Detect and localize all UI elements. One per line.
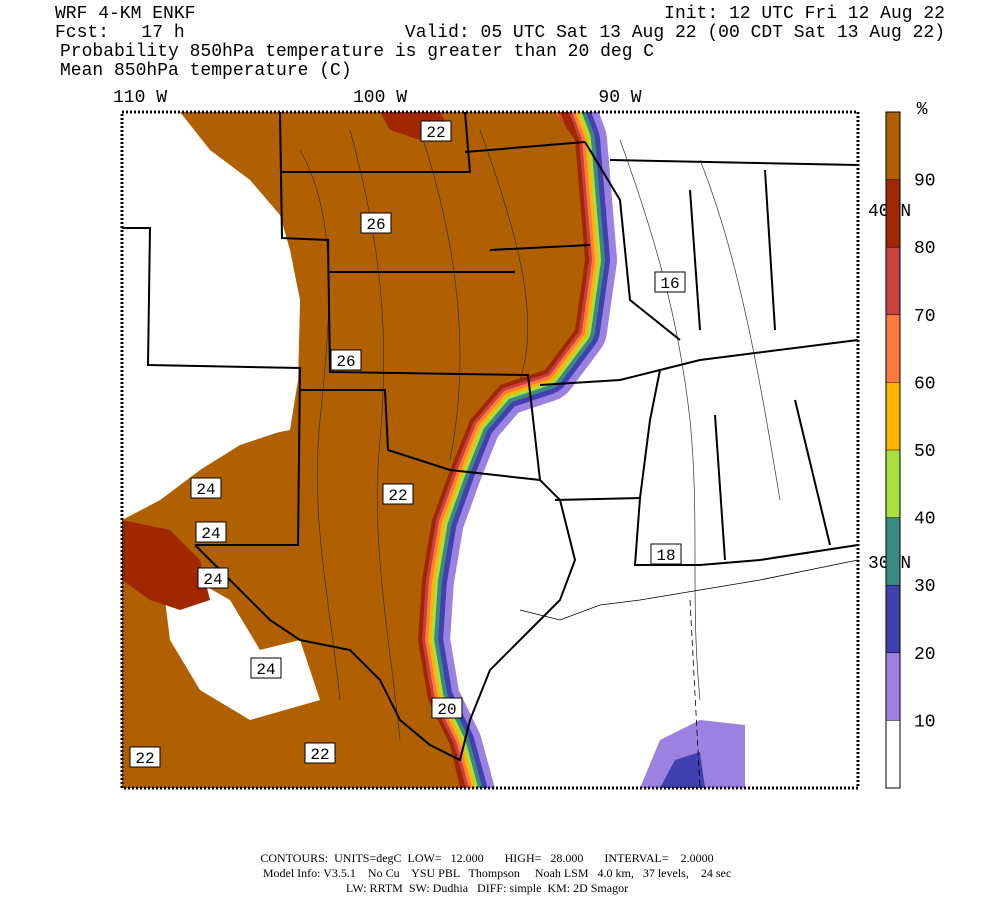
colorbar-bin [886,247,900,315]
colorbar-tick-label: 10 [914,712,936,732]
valid-time: Valid: 05 UTC Sat 13 Aug 22 (00 CDT Sat … [405,23,945,43]
map-frame [120,110,860,790]
colorbar-tick-label: 90 [914,172,936,192]
footer-contours: CONTOURS: UNITS=degC LOW= 12.000 HIGH= 2… [260,851,713,865]
contour-label: 24 [196,481,215,499]
colorbar: % 10 20 30 40 50 60 70 80 90 [885,100,936,789]
colorbar-tick-label: 50 [914,442,936,462]
forecast-hour: Fcst: 17 h [55,23,185,43]
contour-label: 20 [437,701,456,719]
footer-physics: LW: RRTM SW: Dudhia DIFF: simple KM: 2D … [346,881,628,895]
borders [122,112,858,788]
shaded-field: Probability 850hPa temperature is greate… [60,42,654,62]
contour-label: 22 [310,746,329,764]
colorbar-bin [886,517,900,586]
contour-label: 22 [388,487,407,505]
contour-label: 18 [656,547,675,565]
init-time: Init: 12 UTC Fri 12 Aug 22 [664,4,945,24]
contour-label: 22 [426,124,445,142]
colorbar-bin [886,585,900,653]
contour-label: 16 [660,275,679,293]
colorbar-tick-label: 60 [914,374,936,394]
map: 22 26 26 22 24 24 24 24 20 22 16 18 22 [122,112,858,788]
colorbar-bin [886,179,900,248]
gulf-patch [640,720,745,788]
colorbar-tick-label: 30 [914,577,936,597]
contour-labels: 22 26 26 22 24 24 24 24 20 22 16 18 22 [129,120,686,768]
contour-label: 26 [336,353,355,371]
colorbar-bin [886,450,900,518]
footer: CONTOURS: UNITS=degC LOW= 12.000 HIGH= 2… [260,851,731,895]
contour-label: 24 [256,661,275,679]
lon-label: 110 W [113,88,167,108]
header: WRF 4-KM ENKF Fcst: 17 h Init: 12 UTC Fr… [55,4,945,81]
colorbar-bin [886,112,900,180]
contour-label: 24 [201,525,220,543]
lon-label: 90 W [598,88,641,108]
contour-field: Mean 850hPa temperature (C) [60,61,352,81]
dry-patch [122,112,300,520]
contour-label: 26 [366,216,385,234]
title: WRF 4-KM ENKF [55,4,195,24]
colorbar-tick-label: 80 [914,239,936,259]
colorbar-bin [886,314,900,383]
lon-labels: 110 W 100 W 90 W [113,88,642,108]
gulf-patch [660,752,705,788]
colorbar-bin [886,652,900,721]
footer-model-info: Model Info: V3.5.1 No Cu YSU PBL Thompso… [263,866,731,880]
contour-label: 24 [203,571,222,589]
colorbar-bin [886,382,900,450]
colorbar-bin [886,720,900,788]
colorbar-tick-label: 20 [914,645,936,665]
lon-label: 100 W [353,88,407,108]
hot-patch [122,520,210,610]
contour-label: 22 [135,750,154,768]
colorbar-tick-label: 70 [914,307,936,327]
colorbar-tick-label: 40 [914,510,936,530]
colorbar-label: % [917,100,928,120]
